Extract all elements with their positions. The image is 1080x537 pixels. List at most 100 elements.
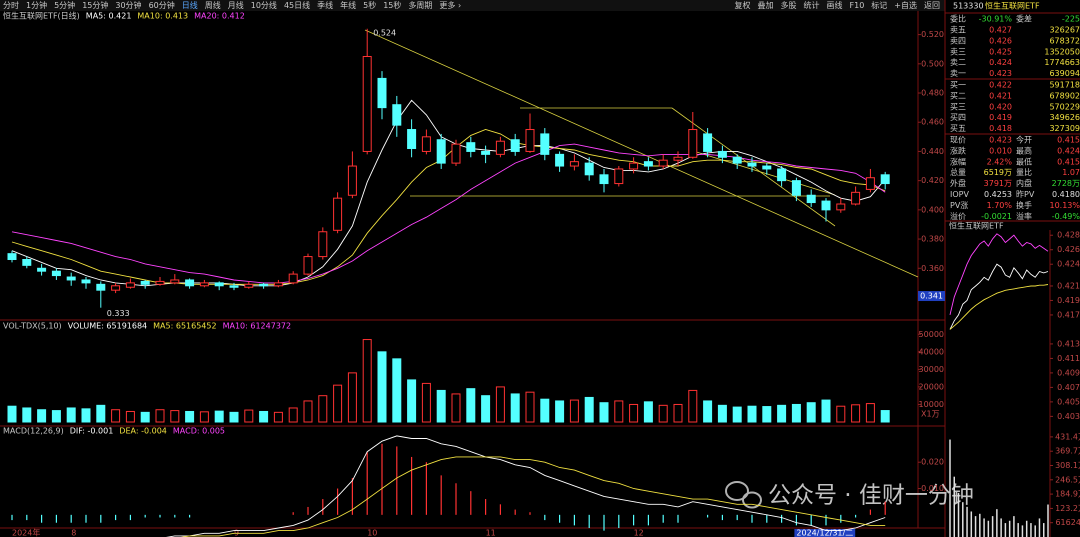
volume-bar [288, 407, 298, 423]
period-tab[interactable]: 15秒 [383, 0, 401, 10]
x-tick-label: 11 [486, 529, 496, 537]
price-annotation: 0.524 [373, 28, 396, 37]
candle-body [155, 280, 165, 285]
quote-label: 涨幅 [950, 156, 966, 166]
candle-body [51, 270, 61, 277]
tool-button[interactable]: 标记 [871, 0, 887, 10]
volume-bar [584, 396, 594, 423]
volume-bar [717, 404, 727, 423]
period-tab[interactable]: 15分钟 [82, 0, 108, 10]
quote-value: 2.42% [987, 157, 1013, 166]
candle-body [96, 283, 106, 291]
book-label: 卖五 [950, 26, 966, 35]
book-volume: 326267 [1049, 26, 1080, 35]
period-tab[interactable]: 周线 [205, 0, 221, 10]
quote-label: 最高 [1016, 145, 1032, 155]
legend-item: MACD: 0.005 [173, 427, 225, 436]
y-tick-label: 308.1万 [1055, 461, 1080, 470]
tool-button[interactable]: F10 [850, 1, 865, 10]
y-tick-label: 616240 [1055, 518, 1080, 527]
candle-body [599, 174, 609, 185]
quote-label: 内盘 [1016, 178, 1032, 188]
volume-bar [673, 403, 683, 423]
volume-bar [451, 393, 461, 423]
tool-button[interactable]: 返回 [924, 1, 940, 10]
candle-body [525, 129, 535, 152]
y-tick-label: 0.426 [1057, 245, 1080, 254]
y-tick-label: 246.5万 [1055, 475, 1080, 484]
book-label: 买五 [950, 124, 966, 133]
intraday-line [949, 263, 1049, 330]
tool-button[interactable]: 叠加 [758, 0, 774, 10]
volume-bar [318, 395, 328, 423]
period-tab[interactable]: 季线 [317, 0, 333, 10]
legend-item: MA10: 61247372 [223, 322, 292, 331]
period-tab[interactable]: 30分钟 [115, 0, 141, 10]
y-tick-label: 0.419 [1057, 296, 1080, 305]
dif-line [165, 435, 886, 537]
candle-body [318, 231, 328, 258]
tool-button[interactable]: +自选 [894, 0, 917, 10]
volume-bar [481, 395, 491, 423]
trend-line [671, 107, 836, 227]
volume-bar [777, 404, 787, 423]
period-tab[interactable]: 月线 [228, 0, 244, 10]
book-price: 0.421 [989, 91, 1012, 100]
candle-body [392, 104, 402, 126]
period-tab[interactable]: 分时 [3, 0, 19, 10]
candle-body [791, 180, 801, 196]
period-tab[interactable]: 多周期 [408, 0, 432, 10]
candle-body [569, 161, 579, 167]
period-tab[interactable]: 5秒 [363, 0, 376, 10]
candle-body [703, 133, 713, 152]
tool-button[interactable]: 多股 [781, 0, 797, 10]
quote-label: 委比 [950, 14, 966, 24]
volume-bar [466, 388, 476, 423]
volume-bar [851, 404, 861, 423]
candle-body [555, 153, 565, 167]
period-tab[interactable]: 1分钟 [26, 0, 47, 10]
volume-bar [865, 403, 875, 423]
y-tick-label: 123.2万 [1055, 504, 1080, 513]
candle-body [717, 150, 727, 158]
book-price: 0.419 [989, 113, 1012, 122]
book-price: 0.423 [989, 69, 1012, 78]
book-price: 0.420 [989, 102, 1012, 111]
quote-value: 0.415 [1057, 157, 1080, 166]
x-tick-label: 9 [234, 529, 239, 537]
candle-body [466, 142, 476, 152]
candle-body [732, 156, 742, 164]
volume-bar [125, 410, 135, 423]
tool-button[interactable]: 复权 [735, 0, 751, 10]
period-tab[interactable]: 45日线 [284, 0, 310, 10]
candle-body [273, 282, 283, 287]
period-tab[interactable]: 10分线 [251, 0, 277, 10]
quote-value: 0.4253 [984, 190, 1012, 199]
tool-button[interactable]: 统计 [804, 0, 820, 10]
quote-value: 2728万 [1052, 179, 1080, 188]
quote-label: 溢率 [1016, 211, 1032, 221]
candle-body [303, 256, 313, 275]
period-tab[interactable]: 更多 › [439, 0, 461, 10]
y-tick-label: 0.421 [1057, 281, 1080, 290]
period-tab[interactable]: 日线 [182, 0, 198, 10]
volume-bar [66, 407, 76, 423]
period-tab[interactable]: 60分钟 [149, 0, 175, 10]
y-tick-label: 0.400 [921, 205, 944, 214]
period-tab[interactable]: 5分钟 [54, 0, 75, 10]
candle-body [214, 282, 224, 287]
quote-label: 涨跌 [950, 145, 966, 155]
book-volume: 678372 [1049, 36, 1080, 45]
book-label: 买四 [950, 113, 966, 122]
candle-body [259, 283, 269, 287]
period-tab[interactable]: 年线 [340, 0, 356, 10]
volume-bar [436, 389, 446, 423]
volume-bar [836, 405, 846, 423]
volume-bar [170, 410, 180, 423]
candle-body [362, 56, 372, 152]
quote-value: -30.91% [979, 15, 1013, 24]
y-tick-label: 0.460 [921, 118, 944, 127]
volume-bar [362, 339, 372, 423]
tool-button[interactable]: 画线 [827, 0, 843, 10]
